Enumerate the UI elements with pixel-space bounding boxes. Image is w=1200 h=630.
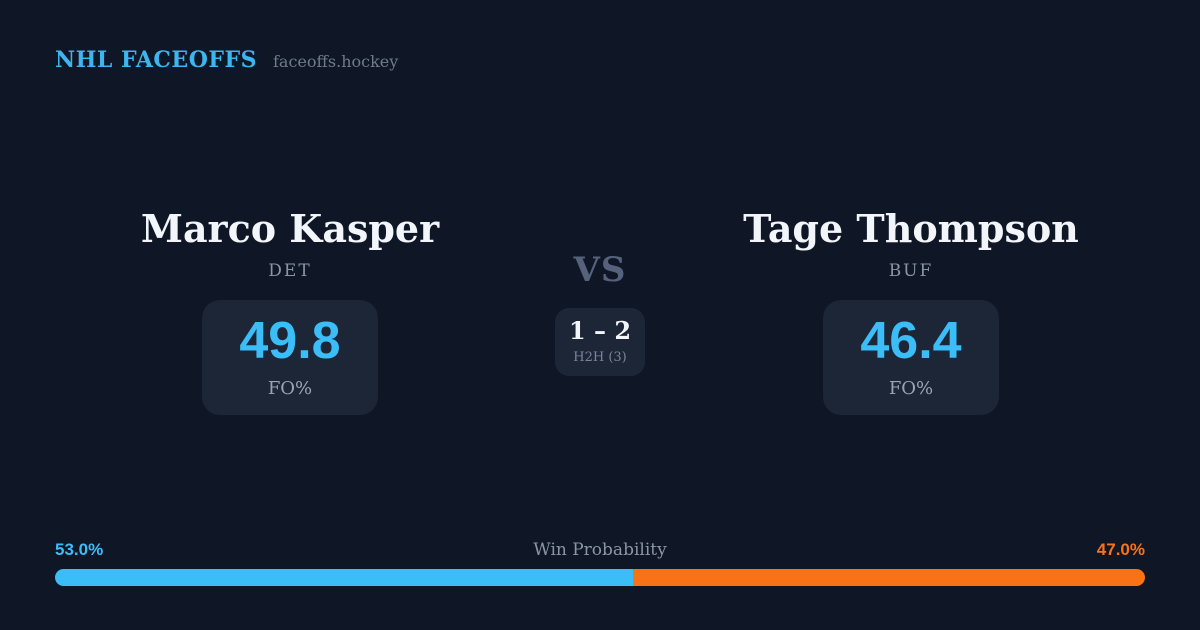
- versus-section: VS 1 – 2 H2H (3): [520, 250, 680, 376]
- h2h-score: 1 – 2: [568, 316, 632, 345]
- vs-label: VS: [573, 250, 627, 290]
- player-name-left: Marco Kasper: [140, 206, 440, 251]
- stat-label-right: FO%: [888, 378, 934, 400]
- win-probability-labels: 53.0% Win Probability 47.0%: [55, 540, 1145, 560]
- win-bar-right-segment: [632, 569, 1145, 586]
- header: NHL FACEOFFS faceoffs.hockey: [55, 47, 398, 73]
- site-label: faceoffs.hockey: [273, 52, 399, 71]
- player-section-left: Marco Kasper DET 49.8 FO%: [120, 208, 460, 415]
- brand-title: NHL FACEOFFS: [55, 47, 257, 73]
- win-probability-right-pct: 47.0%: [1096, 540, 1145, 559]
- stat-value-right: 46.4: [860, 312, 962, 371]
- stat-value-left: 49.8: [239, 312, 341, 371]
- player-name-right: Tage Thompson: [743, 206, 1079, 251]
- stat-label-left: FO%: [267, 378, 313, 400]
- player-team-left: DET: [268, 260, 312, 281]
- win-probability-left-pct: 53.0%: [55, 540, 104, 559]
- win-probability-title: Win Probability: [533, 540, 667, 560]
- player-team-right: BUF: [888, 260, 934, 281]
- player-section-right: Tage Thompson BUF 46.4 FO%: [741, 208, 1081, 415]
- h2h-label: H2H (3): [573, 350, 627, 365]
- faceoff-stat-card-right: 46.4 FO%: [823, 299, 999, 415]
- win-bar-left-segment: [55, 569, 633, 586]
- h2h-card: 1 – 2 H2H (3): [555, 308, 645, 376]
- win-probability-section: 53.0% Win Probability 47.0%: [55, 540, 1145, 586]
- faceoff-stat-card-left: 49.8 FO%: [202, 299, 378, 415]
- win-probability-bar: [55, 569, 1145, 586]
